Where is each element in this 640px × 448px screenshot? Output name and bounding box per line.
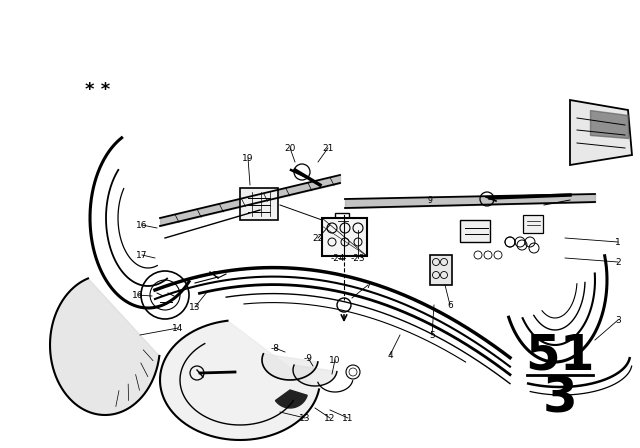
Text: 16: 16: [132, 290, 144, 300]
FancyBboxPatch shape: [240, 188, 278, 220]
FancyBboxPatch shape: [322, 218, 367, 256]
FancyBboxPatch shape: [460, 220, 490, 242]
Text: -24: -24: [331, 254, 345, 263]
Polygon shape: [293, 365, 337, 386]
FancyBboxPatch shape: [430, 255, 452, 285]
Text: 1: 1: [615, 237, 621, 246]
Text: 12: 12: [324, 414, 336, 422]
Text: 16: 16: [136, 220, 148, 229]
Text: 2: 2: [615, 258, 621, 267]
Text: 4: 4: [387, 350, 393, 359]
Text: 6: 6: [447, 301, 453, 310]
Polygon shape: [50, 278, 159, 415]
Text: -9: -9: [303, 353, 312, 362]
Polygon shape: [160, 321, 319, 440]
Text: 11: 11: [342, 414, 354, 422]
Text: 17: 17: [136, 250, 148, 259]
Text: 5: 5: [429, 331, 435, 340]
Text: 13: 13: [189, 302, 201, 311]
FancyBboxPatch shape: [352, 218, 365, 228]
Text: -8: -8: [271, 344, 280, 353]
Text: 10: 10: [329, 356, 340, 365]
Text: 9: 9: [428, 195, 433, 204]
Polygon shape: [262, 354, 318, 380]
Text: 19: 19: [243, 154, 253, 163]
FancyBboxPatch shape: [335, 213, 349, 225]
Text: 3: 3: [543, 374, 577, 422]
Text: 13: 13: [300, 414, 311, 422]
Text: -23: -23: [351, 254, 365, 263]
Text: 14: 14: [172, 323, 184, 332]
Text: * *: * *: [85, 81, 111, 99]
Text: 22: 22: [312, 233, 324, 242]
Polygon shape: [570, 100, 632, 165]
Text: 7: 7: [365, 280, 371, 289]
Polygon shape: [275, 390, 307, 408]
FancyBboxPatch shape: [523, 215, 543, 233]
Text: 3: 3: [615, 315, 621, 324]
Text: 20: 20: [284, 143, 296, 152]
Text: 21: 21: [323, 143, 333, 152]
Text: 51: 51: [525, 331, 595, 379]
